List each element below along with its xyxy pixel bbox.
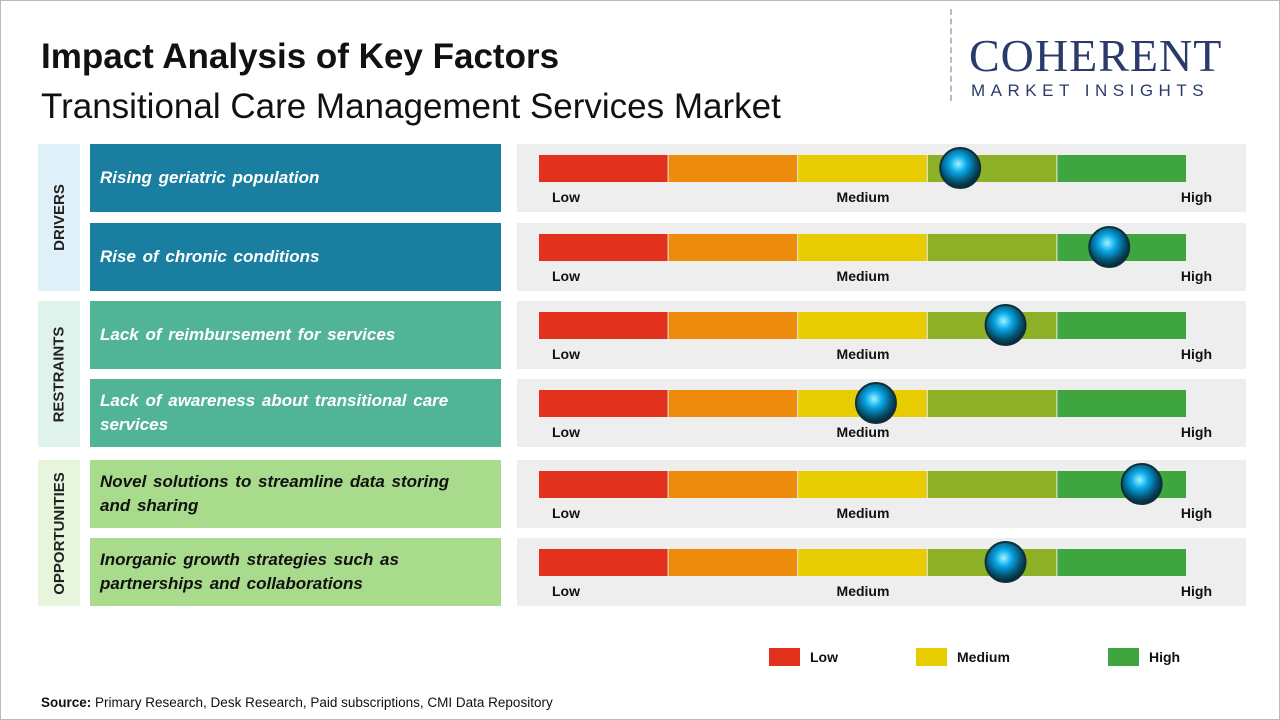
factor-label: Rising geriatric population	[90, 144, 501, 212]
scale-label: Medium	[837, 505, 890, 521]
scale-label: High	[1181, 583, 1212, 599]
scale-segment	[539, 549, 668, 576]
group-band: RESTRAINTS	[38, 301, 80, 447]
scale-segment	[1057, 549, 1186, 576]
group-band: DRIVERS	[38, 144, 80, 291]
factor-label: Inorganic growth strategies such as part…	[90, 538, 501, 606]
scale-label: Low	[552, 583, 580, 599]
scale-label: Low	[552, 424, 580, 440]
source: Source: Primary Research, Desk Research,…	[41, 695, 553, 710]
legend-swatch	[1108, 648, 1139, 666]
divider	[950, 9, 952, 101]
scale-segment	[668, 549, 798, 576]
scale-segment	[668, 234, 798, 261]
scale-label: Medium	[837, 583, 890, 599]
scale-segment	[927, 471, 1057, 498]
scale-label: Medium	[837, 424, 890, 440]
legend-label: Low	[810, 649, 838, 665]
scale-segment	[668, 471, 798, 498]
scale-segment	[539, 234, 668, 261]
scale-label: Low	[552, 505, 580, 521]
scale-segment	[798, 549, 927, 576]
impact-knob	[1088, 226, 1131, 268]
impact-knob	[1120, 463, 1163, 505]
scale-label: Medium	[837, 268, 890, 284]
factor-label: Lack of reimbursement for services	[90, 301, 501, 369]
source-text: Primary Research, Desk Research, Paid su…	[95, 695, 553, 710]
scale-segment	[798, 155, 927, 182]
scale-segment	[668, 390, 798, 417]
scale-label: Low	[552, 268, 580, 284]
scale-segment	[668, 155, 798, 182]
legend-swatch	[916, 648, 947, 666]
scale-segment	[539, 390, 668, 417]
scale-label: High	[1181, 189, 1212, 205]
scale-segment	[798, 234, 927, 261]
impact-knob	[984, 304, 1027, 346]
scale-segment	[1057, 155, 1186, 182]
scale-label: Low	[552, 189, 580, 205]
scale-segment	[539, 471, 668, 498]
scale-label: High	[1181, 268, 1212, 284]
scale-label: High	[1181, 346, 1212, 362]
scale-segment	[1057, 390, 1186, 417]
group-band: OPPORTUNITIES	[38, 460, 80, 606]
scale-segment	[798, 312, 927, 339]
scale-segment	[927, 234, 1057, 261]
scale-segment	[1057, 312, 1186, 339]
scale-segment	[539, 155, 668, 182]
legend-label: Medium	[957, 649, 1010, 665]
scale-label: High	[1181, 424, 1212, 440]
scale-segment	[539, 312, 668, 339]
scale-label: Low	[552, 346, 580, 362]
factor-label: Lack of awareness about transitional car…	[90, 379, 501, 447]
legend-label: High	[1149, 649, 1180, 665]
subtitle: Transitional Care Management Services Ma…	[41, 87, 781, 126]
legend-swatch	[769, 648, 800, 666]
title: Impact Analysis of Key Factors	[41, 37, 560, 76]
scale-label: Medium	[837, 346, 890, 362]
impact-knob	[984, 541, 1027, 583]
factor-label: Novel solutions to streamline data stori…	[90, 460, 501, 528]
scale-segment	[668, 312, 798, 339]
scale-segment	[927, 390, 1057, 417]
scale-label: Medium	[837, 189, 890, 205]
impact-knob	[854, 382, 897, 424]
logo-tagline: MARKET INSIGHTS	[971, 81, 1210, 100]
source-label: Source:	[41, 695, 92, 710]
scale-label: High	[1181, 505, 1212, 521]
impact-knob	[939, 147, 982, 189]
logo-name: COHERENT	[969, 30, 1223, 81]
factor-label: Rise of chronic conditions	[90, 223, 501, 291]
scale-segment	[798, 471, 927, 498]
